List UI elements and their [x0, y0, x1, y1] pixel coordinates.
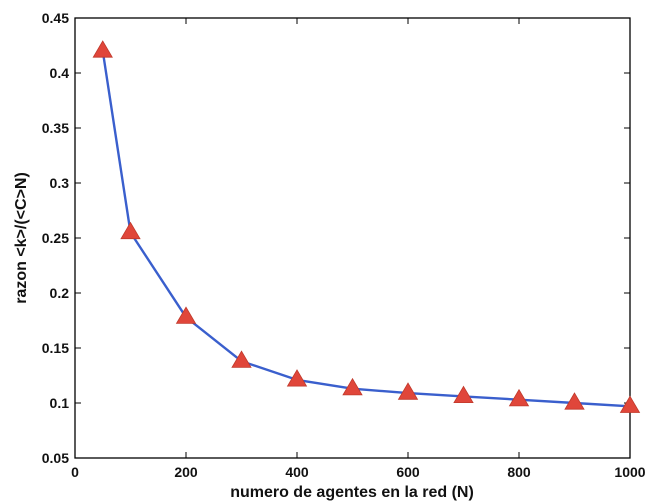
- y-tick-label: 0.25: [42, 230, 69, 246]
- data-point-marker: [619, 395, 641, 413]
- x-tick-label: 400: [285, 464, 309, 480]
- axis-tick-labels: 0 200 400 600 800 1000 0.05 0.1 0.15 0.2 0.25 0.3 0.…: [42, 10, 646, 480]
- y-tick-label: 0.45: [42, 10, 69, 26]
- x-tick-label: 0: [71, 464, 79, 480]
- axis-ticks: [74, 17, 631, 459]
- y-tick-label: 0.05: [42, 450, 69, 466]
- y-tick-label: 0.2: [50, 285, 70, 301]
- data-point-marker: [92, 40, 113, 58]
- data-point-marker: [286, 369, 308, 387]
- y-axis-label: razon <k>/(<C>N): [13, 172, 30, 304]
- x-tick-label: 200: [174, 464, 198, 480]
- y-tick-label: 0.4: [50, 65, 70, 81]
- data-point-marker: [175, 306, 197, 324]
- y-tick-label: 0.35: [42, 120, 69, 136]
- x-tick-label: 600: [396, 464, 420, 480]
- data-point-marker: [231, 350, 252, 368]
- data-point-marker: [120, 221, 141, 240]
- x-axis-label: numero de agentes en la red (N): [230, 484, 474, 501]
- data-point-marker: [508, 388, 530, 407]
- series-line: [101, 50, 631, 408]
- data-point-marker: [564, 392, 585, 410]
- y-tick-label: 0.3: [50, 175, 70, 191]
- data-point-marker: [397, 382, 419, 400]
- data-point-marker: [453, 385, 474, 404]
- x-tick-label: 800: [507, 464, 531, 480]
- y-tick-label: 0.1: [50, 395, 70, 411]
- data-point-marker: [342, 377, 363, 396]
- y-tick-label: 0.15: [42, 340, 69, 356]
- series-group: [92, 40, 641, 413]
- x-tick-label: 1000: [614, 464, 645, 480]
